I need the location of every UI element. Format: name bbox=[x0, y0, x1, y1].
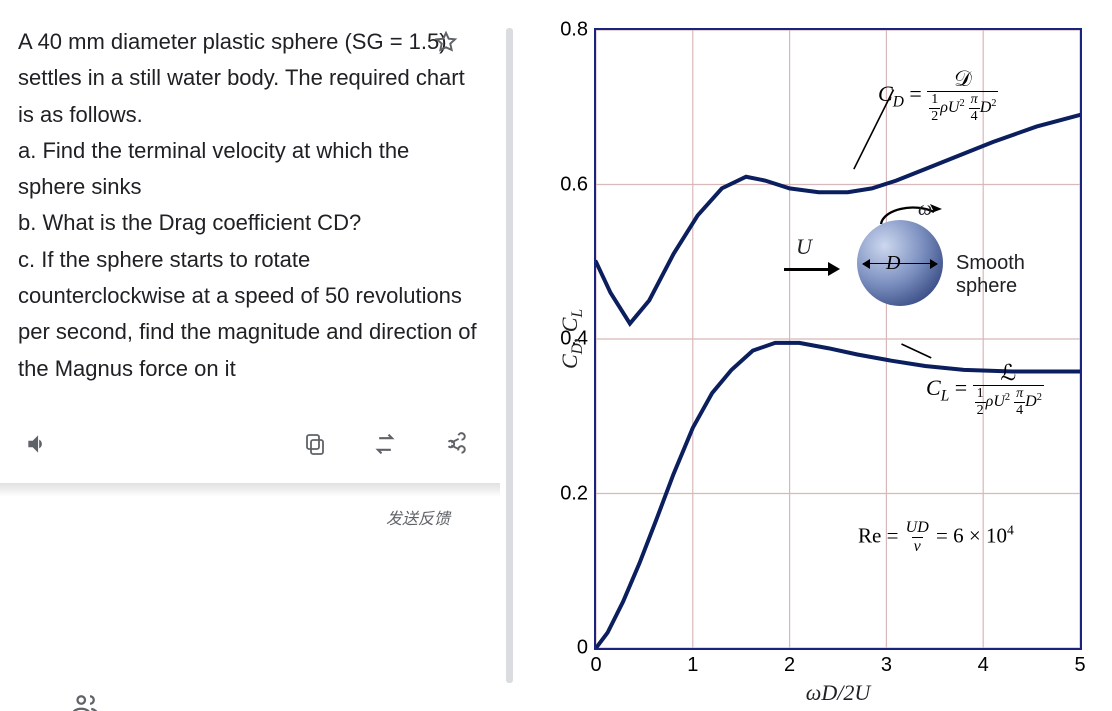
cd-formula-annotation: CD = 𝒟12ρU2 π4D2 bbox=[878, 68, 998, 124]
y-axis-label: CD, CL bbox=[557, 309, 587, 369]
question-line-1: a. Find the terminal velocity at which t… bbox=[18, 138, 409, 199]
share-button[interactable] bbox=[440, 429, 470, 459]
diameter-symbol: D bbox=[886, 252, 900, 275]
swap-icon bbox=[371, 430, 399, 458]
panel-shadow bbox=[0, 483, 500, 497]
question-line-2: b. What is the Drag coefficient CD? bbox=[18, 210, 361, 235]
ytick-0.8: 0.8 bbox=[560, 19, 588, 42]
x-axis-label: ωD/2U bbox=[806, 680, 870, 706]
swap-button[interactable] bbox=[370, 429, 400, 459]
xtick-4: 4 bbox=[978, 654, 989, 677]
share-icon bbox=[442, 431, 468, 457]
xtick-0: 0 bbox=[590, 654, 601, 677]
u-arrow bbox=[784, 262, 840, 276]
chart-plot-area: 0 0.2 0.4 0.6 0.8 0 1 2 3 4 5 CD, CL ωD/… bbox=[594, 28, 1082, 650]
ytick-0.2: 0.2 bbox=[560, 482, 588, 505]
u-symbol: U bbox=[796, 234, 812, 260]
chart-panel: 0 0.2 0.4 0.6 0.8 0 1 2 3 4 5 CD, CL ωD/… bbox=[518, 0, 1112, 711]
rotation-arc bbox=[876, 202, 946, 232]
speaker-icon bbox=[24, 431, 50, 457]
chart-svg bbox=[596, 30, 1080, 648]
xtick-5: 5 bbox=[1074, 654, 1085, 677]
people-icon bbox=[70, 690, 100, 711]
translate-toolbar bbox=[18, 429, 478, 477]
cl-formula-annotation: CL = ℒ12ρU2 π4D2 bbox=[926, 362, 1044, 418]
omega-symbol: ω bbox=[918, 198, 932, 221]
smooth-sphere-label: Smooth sphere bbox=[956, 252, 1080, 298]
copy-button[interactable] bbox=[300, 429, 330, 459]
xtick-3: 3 bbox=[881, 654, 892, 677]
pane-resizer[interactable] bbox=[500, 0, 518, 711]
ytick-0: 0 bbox=[577, 637, 588, 660]
question-line-3: c. If the sphere starts to rotate counte… bbox=[18, 247, 477, 381]
question-panel: A 40 mm diameter plastic sphere (SG = 1.… bbox=[0, 0, 500, 711]
question-text: A 40 mm diameter plastic sphere (SG = 1.… bbox=[18, 24, 478, 387]
community-button[interactable] bbox=[70, 690, 100, 711]
send-feedback-link[interactable]: 发送反馈 bbox=[18, 505, 478, 529]
reynolds-annotation: Re = UDν = 6 × 104 bbox=[858, 520, 1014, 555]
listen-button[interactable] bbox=[22, 429, 52, 459]
question-line-0: A 40 mm diameter plastic sphere (SG = 1.… bbox=[18, 29, 465, 127]
ytick-0.6: 0.6 bbox=[560, 173, 588, 196]
bookmark-star-button[interactable] bbox=[430, 26, 462, 58]
cl-pointer bbox=[901, 344, 931, 358]
copy-icon bbox=[303, 432, 327, 456]
star-outline-icon bbox=[433, 29, 459, 55]
xtick-1: 1 bbox=[687, 654, 698, 677]
xtick-2: 2 bbox=[784, 654, 795, 677]
